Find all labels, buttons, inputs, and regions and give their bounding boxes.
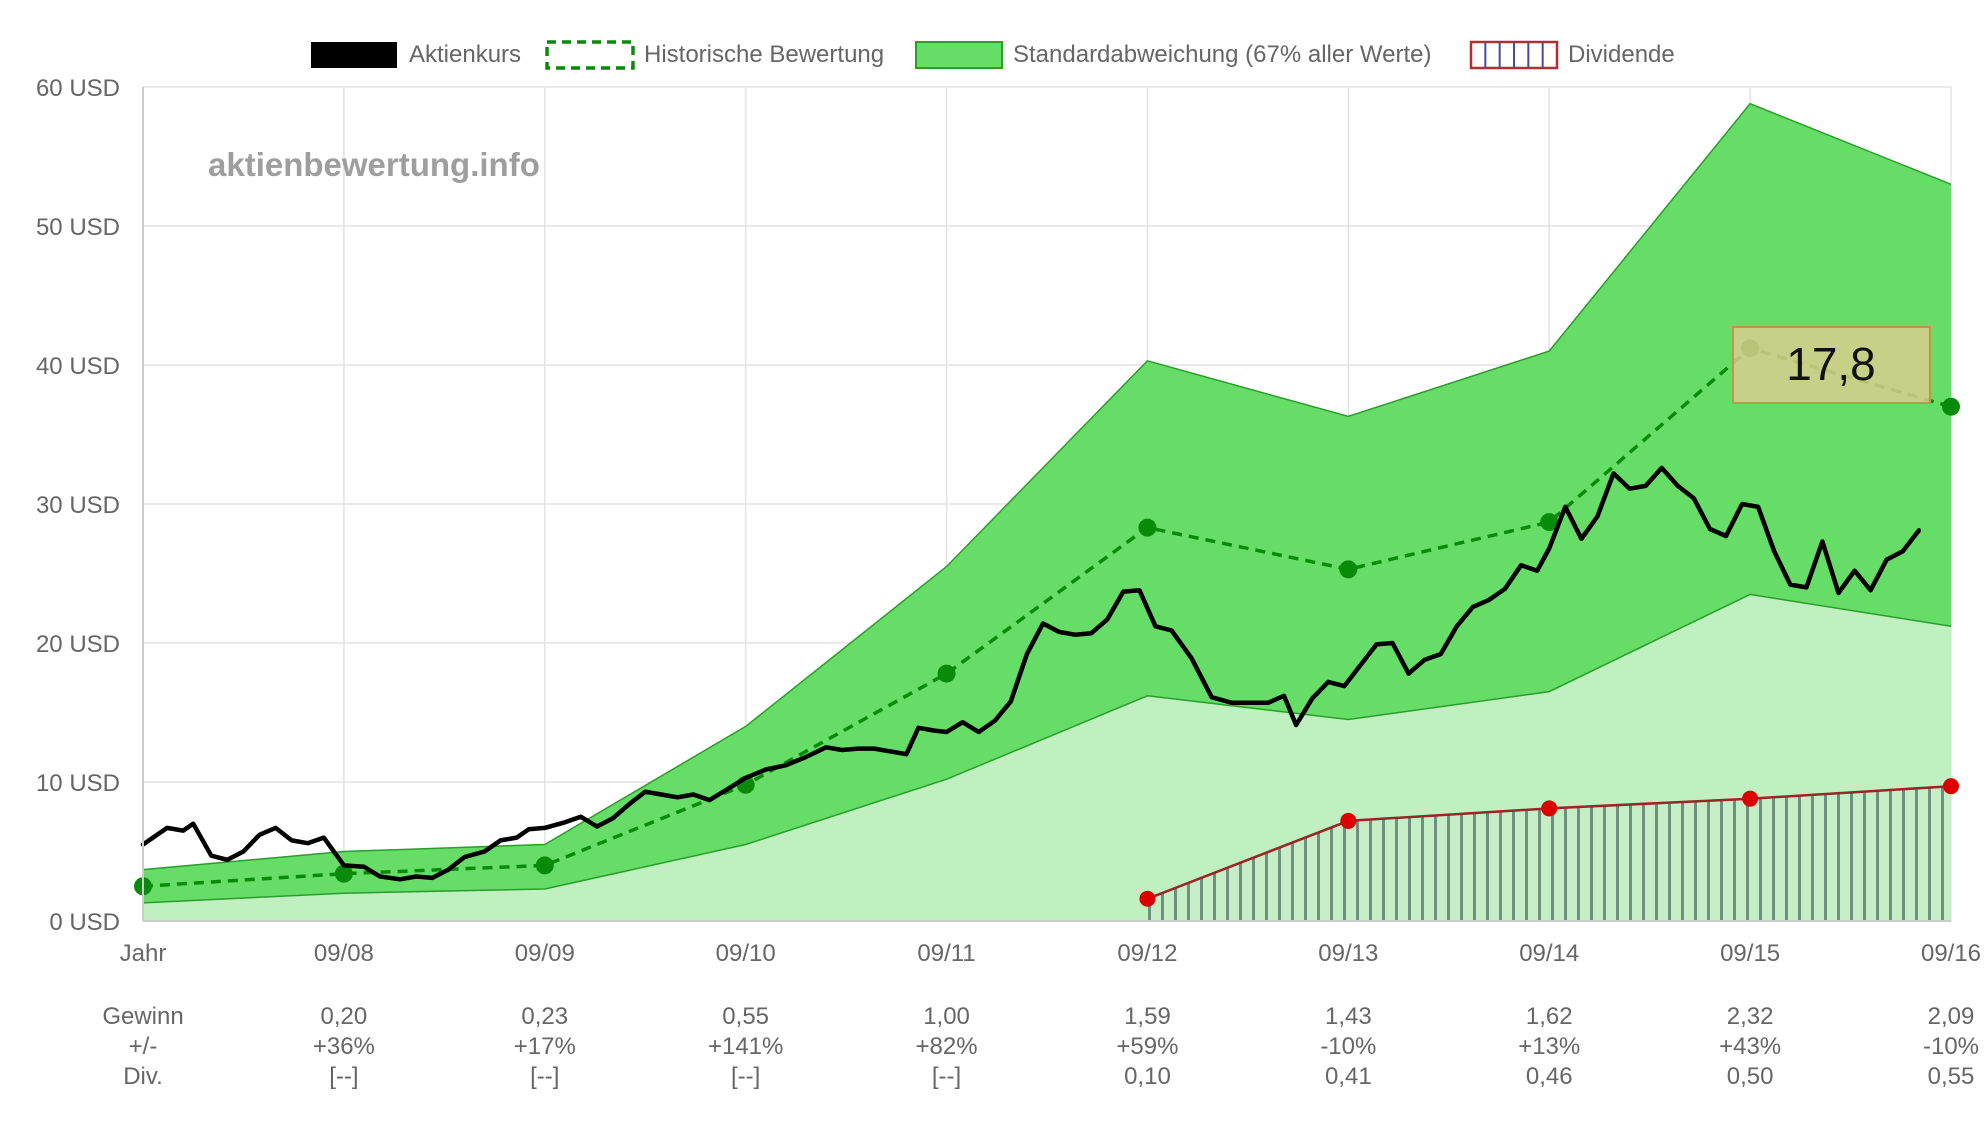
historische-bewertung-point (1339, 560, 1358, 579)
info-row-value: [--] (932, 1063, 961, 1090)
info-row-value: 0,55 (722, 1003, 769, 1030)
info-row-value: +13% (1518, 1033, 1580, 1060)
x-tick-label: 09/10 (716, 940, 776, 967)
y-tick-label: 0 USD (49, 909, 120, 936)
info-row-value: +141% (708, 1033, 783, 1060)
info-row-value: 0,41 (1325, 1063, 1372, 1090)
info-row-value: +82% (916, 1033, 978, 1060)
info-row-value: 1,59 (1124, 1003, 1171, 1030)
info-row-value: 0,23 (521, 1003, 568, 1030)
info-row-value: 1,43 (1325, 1003, 1372, 1030)
dividend-point (1742, 790, 1759, 807)
x-tick-label: 09/12 (1117, 940, 1177, 967)
info-row-value: +36% (313, 1033, 375, 1060)
legend-label: Standardabweichung (67% aller Werte) (1013, 41, 1431, 68)
info-row-label: Gewinn (102, 1003, 183, 1030)
axes: 0 USD 10 USD 20 USD 30 USD 40 USD 50 USD 60 US… (36, 75, 1981, 967)
aktienkurs-series (140, 465, 1922, 882)
x-tick-label: 09/11 (917, 940, 975, 967)
x-tick-label: 09/13 (1318, 940, 1378, 967)
watermark: aktienbewertung.info (208, 146, 540, 183)
historische-bewertung-line (142, 346, 1952, 889)
info-row-value: [--] (530, 1063, 559, 1090)
legend-swatch-historische-bewertung (545, 40, 635, 70)
y-tick-label: 50 USD (36, 214, 120, 241)
y-tick-label: 10 USD (36, 770, 120, 797)
info-row-value: [--] (329, 1063, 358, 1090)
legend-label: Historische Bewertung (644, 41, 884, 68)
dividend-series (1139, 778, 1959, 921)
tooltip-box (1732, 326, 1931, 404)
x-tick-label: 09/15 (1720, 940, 1780, 967)
historische-bewertung-point (1540, 513, 1559, 532)
legend-label: Dividende (1568, 41, 1675, 68)
info-row-value: 0,20 (321, 1003, 368, 1030)
info-row-label: +/- (129, 1033, 158, 1060)
info-row-value: +43% (1719, 1033, 1781, 1060)
info-row-value: -10% (1320, 1033, 1376, 1060)
info-row-value: [--] (731, 1063, 760, 1090)
dividend-area (1147, 786, 1951, 921)
historische-bewertung-point (535, 856, 554, 875)
tooltip-value: 17,8 (1786, 338, 1876, 390)
x-tick-label: 09/08 (314, 940, 374, 967)
legend-swatch-aktienkurs (311, 42, 397, 68)
dividend-point (1943, 778, 1959, 795)
legend: Aktienkurs Historische Bewertung Standarda… (311, 40, 1675, 70)
legend-label: Aktienkurs (409, 41, 521, 68)
std-lower-line (142, 593, 1952, 904)
x-tick-label: 09/16 (1921, 940, 1981, 967)
tooltip: 17,8 (1732, 326, 1931, 404)
info-row-value: 0,46 (1526, 1063, 1573, 1090)
info-row-value: -10% (1923, 1033, 1979, 1060)
legend-swatch-standardabweichung (915, 41, 1003, 69)
dividend-point (1541, 800, 1558, 817)
x-tick-label: 09/09 (515, 940, 575, 967)
info-row-value: 0,50 (1727, 1063, 1774, 1090)
dividend-point (1340, 812, 1357, 829)
aktienkurs-line (140, 465, 1922, 882)
y-tick-label: 20 USD (36, 631, 120, 658)
historische-bewertung-point (1942, 397, 1960, 416)
info-row-value: 2,32 (1727, 1003, 1774, 1030)
x-tick-label: 09/14 (1519, 940, 1579, 967)
dividend-point (1139, 890, 1156, 907)
y-tick-label: 30 USD (36, 492, 120, 519)
y-tick-label: 40 USD (36, 353, 120, 380)
info-row-value: 0,10 (1124, 1063, 1171, 1090)
info-row-value: +17% (514, 1033, 576, 1060)
info-row-value: +59% (1116, 1033, 1178, 1060)
std-upper-line (142, 102, 1952, 871)
info-row-value: 1,00 (923, 1003, 970, 1030)
x-tick-label: Jahr (120, 940, 167, 967)
std-band-area (143, 103, 1951, 903)
info-rows: Gewinn +/- Div. 0,20 0,23 0,55 1,00 1,59 1,43 1,6… (102, 1003, 1979, 1090)
info-row-label: Div. (123, 1063, 163, 1090)
info-row-value: 1,62 (1526, 1003, 1573, 1030)
historische-bewertung-point (334, 864, 353, 883)
y-tick-label: 60 USD (36, 75, 120, 102)
historische-bewertung-point (1138, 518, 1157, 537)
info-row-value: 2,09 (1928, 1003, 1975, 1030)
info-row-value: 0,55 (1928, 1063, 1975, 1090)
historische-bewertung-point (937, 664, 956, 683)
